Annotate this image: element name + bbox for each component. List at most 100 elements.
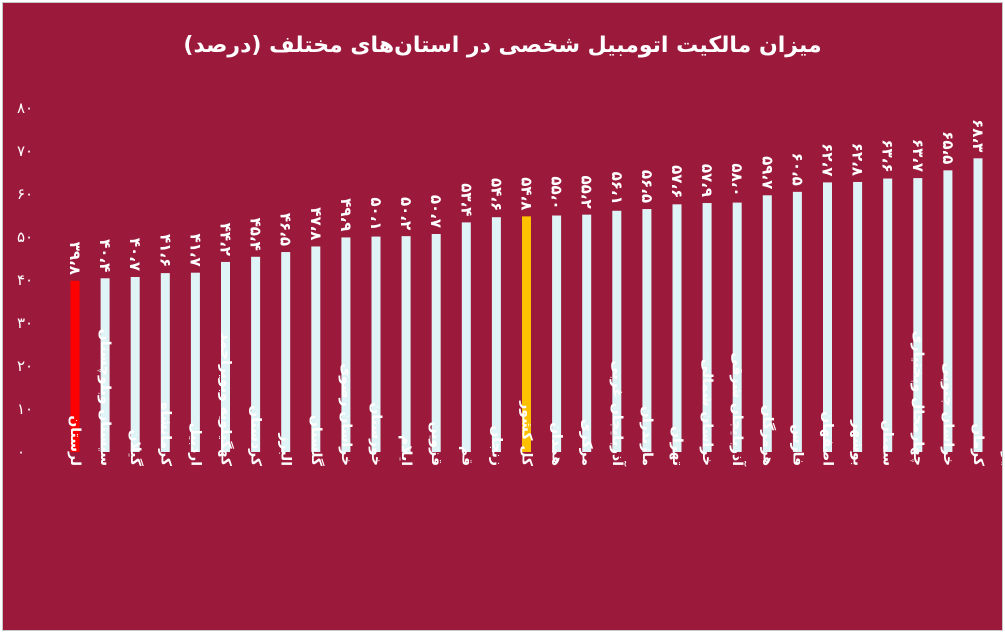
- value-label: ۵۶،۱: [608, 172, 626, 205]
- category-label: تهران: [669, 426, 685, 466]
- category-label: بوشهر: [850, 419, 866, 466]
- bar-9: [341, 237, 351, 452]
- value-label: ۵۹،۷: [758, 156, 776, 189]
- value-label: ۵۳،۴: [457, 183, 475, 216]
- bar-29: [943, 170, 953, 452]
- value-label: ۶۲،۸: [849, 143, 867, 176]
- value-label: ۷۳،۲: [999, 98, 1002, 131]
- y-tick-label: ۸۰: [17, 99, 33, 117]
- value-label: ۵۷،۹: [698, 164, 716, 197]
- bar-10: [371, 236, 381, 452]
- value-label: ۵۵،۲: [578, 175, 596, 208]
- category-label: سیستان وبلوچستان: [97, 329, 113, 466]
- bar-11: [401, 236, 411, 452]
- chart-title: میزان مالکیت اتومبیل شخصی در استان‌های م…: [183, 33, 822, 58]
- value-label: ۵۴،۸: [518, 177, 536, 210]
- value-label: ۴۰،۷: [126, 238, 144, 271]
- category-label: اردبیل: [187, 422, 203, 466]
- value-label: ۶۵،۵: [939, 131, 957, 164]
- category-label: سمنان: [880, 420, 896, 466]
- bar-22: [732, 202, 742, 452]
- bar-8: [311, 246, 321, 452]
- bar-4: [190, 272, 200, 452]
- bar-25: [823, 182, 832, 452]
- value-label: ۵۰،۲: [397, 197, 415, 230]
- category-label: مرکزی: [579, 419, 595, 466]
- category-label: گلستان: [308, 415, 325, 467]
- bar-26: [853, 181, 863, 452]
- value-label: ۶۳،۶: [879, 139, 897, 172]
- category-label: کرمانشاه: [157, 402, 173, 467]
- bar-28: [913, 178, 923, 452]
- value-label: ۴۰،۴: [96, 239, 114, 272]
- category-label: ایلام: [398, 435, 414, 466]
- category-label: گیلان: [127, 430, 144, 467]
- bar-19: [642, 209, 652, 452]
- bar-2: [130, 276, 140, 452]
- category-label: لرستان: [67, 415, 83, 466]
- bar-20: [672, 204, 682, 452]
- value-label: ۴۴،۲: [217, 223, 235, 256]
- category-label: کهگیلویه وبویراحمد: [218, 333, 235, 467]
- value-label: ۵۰،۷: [427, 195, 445, 228]
- category-label: یزد: [1000, 445, 1002, 466]
- value-label: ۵۷،۶: [668, 165, 686, 198]
- value-label: ۵۵،۰: [548, 176, 566, 209]
- value-label: ۳۹،۸: [66, 242, 84, 275]
- y-tick-label: ۱۰: [17, 400, 33, 418]
- category-label: خراسان رضوی: [338, 363, 354, 466]
- category-label: چهارمحال وبختیاری: [910, 331, 926, 466]
- value-label: ۴۷،۸: [307, 207, 325, 240]
- category-label: مازندران: [639, 406, 655, 466]
- bar-14: [491, 217, 501, 452]
- value-label: ۶۲،۷: [819, 143, 837, 176]
- value-label: ۵۶،۵: [638, 170, 656, 203]
- bar-16: [552, 215, 562, 452]
- y-tick-label: ۰: [17, 443, 25, 461]
- category-label: خوزستان: [368, 402, 384, 466]
- value-label: ۴۱،۷: [186, 234, 204, 267]
- value-label: ۶۸،۳: [969, 119, 987, 152]
- category-label: همدان: [549, 422, 565, 466]
- category-label: خراسان جنوبی: [940, 363, 956, 466]
- value-label: ۵۸،۰: [728, 163, 746, 196]
- bar-30: [973, 158, 983, 452]
- y-tick-label: ۴۰: [17, 271, 33, 289]
- value-label: ۴۶،۵: [277, 213, 295, 246]
- category-label: زنجان: [488, 425, 504, 466]
- bar-13: [461, 222, 471, 452]
- bar-chart: ۰ ۱۰ ۲۰ ۳۰ ۴۰ ۵۰ ۶۰ ۷۰ ۸۰ ۳۹،۸ لرستان ۴۰،۴ سیستان وب…: [17, 98, 1002, 467]
- category-label: قم: [458, 446, 474, 466]
- category-label: قزوین: [428, 422, 444, 466]
- bar-23: [762, 195, 772, 453]
- category-label: اصفهان: [820, 411, 836, 466]
- category-label: کل کشور: [519, 400, 535, 467]
- value-label: ۵۰،۱: [367, 197, 385, 230]
- value-label: ۶۳،۷: [909, 139, 927, 172]
- y-tick-label: ۶۰: [17, 185, 33, 203]
- y-tick-label: ۷۰: [17, 142, 33, 160]
- value-label: ۴۹،۹: [337, 198, 355, 231]
- bar-15: [522, 216, 531, 452]
- bar-1: [100, 278, 110, 452]
- bar-18: [612, 210, 622, 452]
- y-tick-label: ۲۰: [17, 357, 33, 375]
- value-label: ۴۵،۴: [247, 218, 265, 251]
- value-label: ۶۰،۵: [788, 153, 806, 186]
- bar-3: [160, 273, 170, 452]
- bar-7: [281, 252, 291, 452]
- bar-24: [792, 191, 802, 452]
- bar-5: [221, 261, 230, 452]
- category-label: البرز: [278, 432, 294, 466]
- bar-17: [582, 214, 592, 452]
- bar-6: [251, 256, 261, 452]
- category-label: هرمزگان: [759, 405, 776, 466]
- category-label: آذربایجان شرقی: [729, 352, 747, 467]
- category-label: آذربایجان غربی: [609, 360, 627, 467]
- bar-27: [883, 178, 893, 452]
- category-label: کرمان: [970, 423, 986, 467]
- category-label: فارس: [789, 424, 805, 466]
- category-label: خراسان شمالی: [699, 359, 715, 466]
- y-tick-label: ۳۰: [17, 314, 33, 332]
